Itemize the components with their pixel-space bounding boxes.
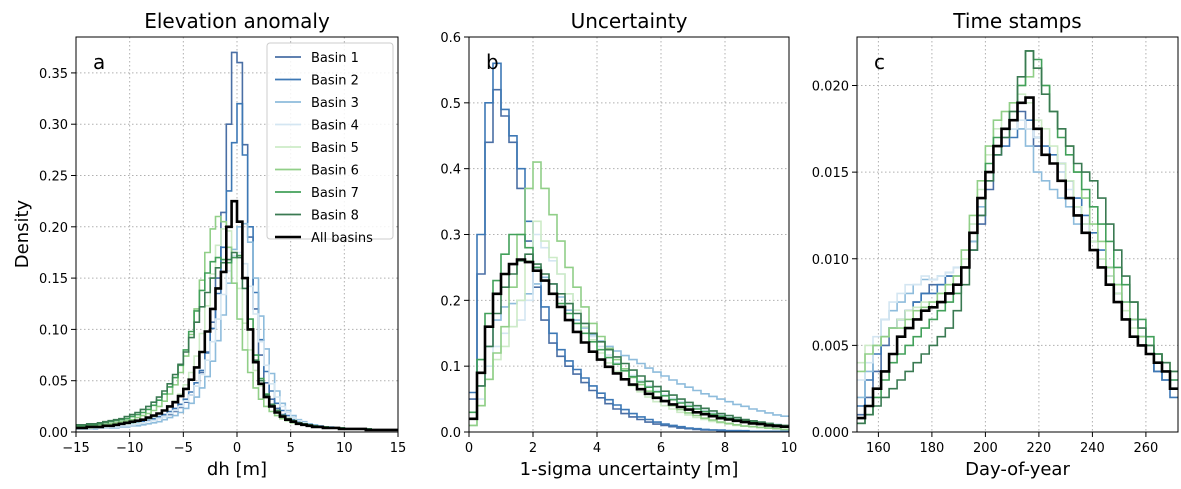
y-tick-label: 0.020 — [812, 80, 849, 95]
legend-entry: Basin 6 — [311, 164, 359, 179]
y-tick-label: 0.005 — [812, 339, 849, 354]
y-tick-label: 0.35 — [39, 67, 68, 82]
x-tick-label: 6 — [657, 441, 665, 456]
plot-frame — [856, 36, 1179, 433]
series-group — [76, 51, 398, 432]
series-line-all-basins — [469, 258, 789, 428]
y-tick-label: 0.3 — [440, 229, 461, 244]
x-tick-label: 4 — [593, 441, 601, 456]
x-tick-label: 180 — [919, 441, 944, 456]
y-tick-label: 0.10 — [39, 323, 68, 338]
x-axis-label: dh [m] — [207, 459, 267, 480]
x-tick-label: 200 — [973, 441, 998, 456]
series-line-all-basins — [857, 96, 1178, 420]
y-tick-label: 0.0 — [440, 426, 461, 441]
x-tick-label: 0 — [465, 441, 473, 456]
x-tick-label: −10 — [116, 441, 143, 456]
legend-entry: Basin 5 — [311, 141, 359, 156]
x-tick-label: 260 — [1133, 441, 1158, 456]
y-tick-label: 0.010 — [812, 253, 849, 268]
x-tick-label: 15 — [390, 441, 407, 456]
y-tick-label: 0.20 — [39, 221, 68, 236]
x-tick-label: 8 — [721, 441, 729, 456]
y-tick-label: 0.5 — [440, 97, 461, 112]
x-tick-label: 0 — [233, 441, 241, 456]
x-tick-label: 240 — [1080, 441, 1105, 456]
x-axis-label: 1-sigma uncertainty [m] — [520, 459, 739, 480]
y-tick-label: 0.4 — [440, 163, 461, 178]
legend-entry: Basin 1 — [311, 51, 359, 66]
legend: Basin 1 Basin 2 Basin 3 Basin 4 Basin 5 Basin… — [266, 42, 394, 246]
panel-label: b — [486, 50, 499, 74]
x-tick-label: 160 — [866, 441, 891, 456]
y-tick-label: 0.000 — [812, 426, 849, 441]
panel-label: c — [874, 50, 885, 74]
shared-ylabel: Density — [12, 199, 33, 268]
x-axis-label: Day-of-year — [965, 459, 1070, 480]
x-tick-label: 10 — [336, 441, 353, 456]
y-tick-label: 0.6 — [440, 31, 461, 46]
panel-title: Time stamps — [952, 9, 1081, 33]
series-line-all-basins — [76, 199, 398, 432]
x-tick-label: 2 — [529, 441, 537, 456]
legend-entry: All basins — [311, 231, 373, 246]
panel-title: Elevation anomaly — [144, 9, 330, 33]
panel-a: −15 −10 −5 0 5 10 15 0.00 0.05 0.10 0.15 0.20 0.25 0.… — [39, 9, 406, 480]
x-tick-label: 10 — [781, 441, 798, 456]
legend-entry: Basin 3 — [311, 96, 359, 111]
y-tick-label: 0.00 — [39, 426, 68, 441]
legend-entry: Basin 2 — [311, 74, 359, 89]
x-tick-label: −5 — [174, 441, 193, 456]
legend-box — [266, 42, 394, 240]
series-line-basin-2 — [469, 62, 789, 432]
y-tick-label: 0.05 — [39, 375, 68, 390]
legend-entry: Basin 4 — [311, 119, 359, 134]
panel-b: 0 2 4 6 8 10 0.0 0.1 0.2 0.3 0.4 0.5 0.6 Uncertainty 1… — [440, 9, 797, 480]
y-tick-label: 0.1 — [440, 360, 461, 375]
y-tick-label: 0.2 — [440, 294, 461, 309]
y-tick-label: 0.15 — [39, 272, 68, 287]
series-line-basin-5 — [857, 93, 1178, 373]
legend-entry: Basin 7 — [311, 186, 359, 201]
series-line-basin-8 — [857, 50, 1178, 425]
panel-label: a — [93, 50, 105, 74]
x-tick-label: −15 — [62, 441, 89, 456]
y-tick-label: 0.25 — [39, 170, 68, 185]
series-group — [469, 62, 789, 432]
series-group — [857, 50, 1178, 425]
panel-c: 160 180 200 220 240 260 0.000 0.005 0.010 0.015 0.… — [812, 9, 1179, 480]
y-tick-label: 0.015 — [812, 166, 849, 181]
legend-entry: Basin 8 — [311, 209, 359, 224]
panel-title: Uncertainty — [571, 9, 688, 33]
y-tick-label: 0.30 — [39, 118, 68, 133]
x-tick-label: 220 — [1026, 441, 1051, 456]
x-tick-label: 5 — [287, 441, 295, 456]
